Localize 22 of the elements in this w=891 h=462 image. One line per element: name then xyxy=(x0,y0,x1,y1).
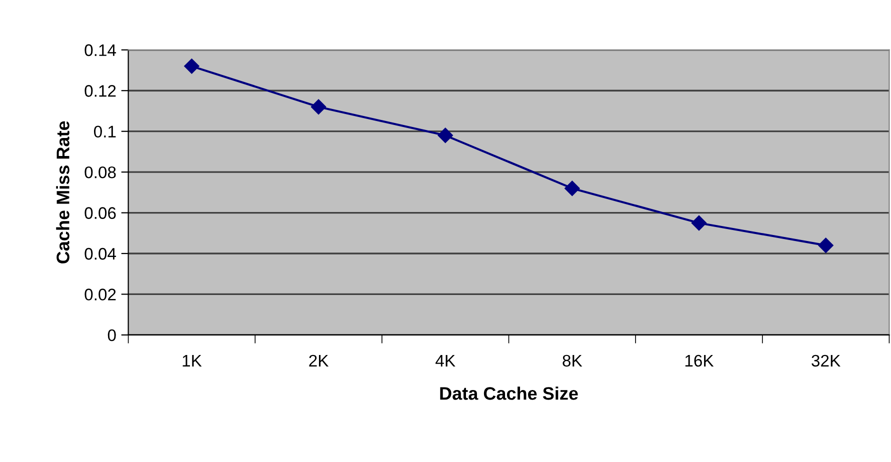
y-tick-label: 0.1 xyxy=(94,126,116,138)
y-tick-label: 0.02 xyxy=(84,288,116,300)
point xyxy=(438,128,453,143)
point xyxy=(691,215,707,231)
y-tick-label: 0.12 xyxy=(84,85,116,97)
x-tick-label: 2K xyxy=(309,354,329,366)
y-tick-label: 0.08 xyxy=(84,166,116,178)
x-tick-label: 1K xyxy=(182,355,202,366)
y-tick-label: 0.04 xyxy=(84,248,116,260)
point xyxy=(818,238,834,253)
y-tick-label: 0.14 xyxy=(84,44,116,56)
y-tick-label: 0 xyxy=(108,329,116,342)
point xyxy=(564,180,580,196)
x-tick-label: 16K xyxy=(685,354,714,367)
y-axis-title: Cache Miss Rate xyxy=(56,121,70,264)
point xyxy=(184,58,200,74)
x-axis-title: Data Cache Size xyxy=(440,386,578,400)
x-tick-label: 32K xyxy=(812,354,840,367)
y-tick-label: 0.06 xyxy=(84,207,116,219)
x-tick-label: 8K xyxy=(562,354,582,367)
x-tick-label: 4K xyxy=(436,355,456,366)
point xyxy=(310,99,326,114)
